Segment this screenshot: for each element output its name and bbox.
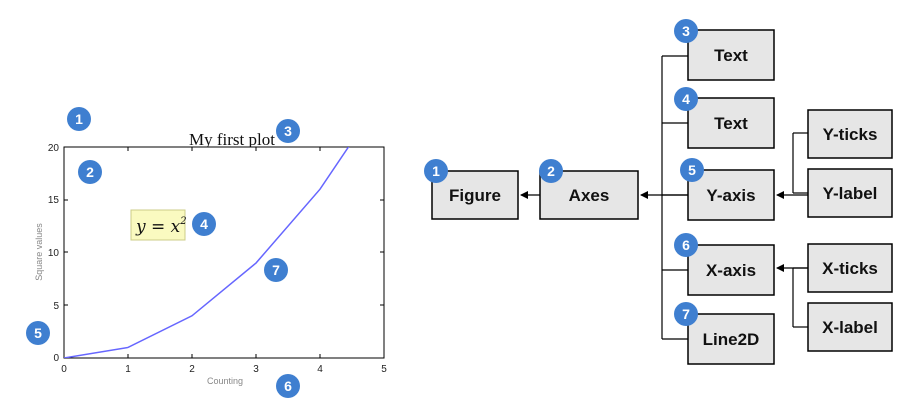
- y-tick-label: 5: [53, 301, 59, 312]
- series-line: [64, 147, 350, 358]
- x-tick-label: 5: [381, 364, 387, 375]
- annotation-box: [130, 209, 186, 241]
- node-text-1-label: Text: [714, 46, 748, 65]
- marker-4: 4: [192, 212, 216, 236]
- marker-7: 7: [264, 258, 288, 282]
- data-line-layer: [64, 147, 350, 358]
- node-x-label-label: X-label: [822, 318, 878, 337]
- svg-text:5: 5: [688, 162, 696, 178]
- svg-text:1: 1: [432, 163, 440, 179]
- node-x-ticks-label: X-ticks: [822, 259, 878, 278]
- node-text-1: Text: [687, 29, 775, 81]
- badge-text-2: 4: [674, 87, 698, 111]
- y-tick-labels: 0 5 10 15 20: [48, 143, 60, 364]
- svg-text:7: 7: [682, 306, 690, 322]
- node-x-axis-label: X-axis: [706, 261, 756, 280]
- badge-figure: 1: [424, 159, 448, 183]
- svg-text:6: 6: [284, 378, 292, 394]
- hierarchy-diagram: Figure Axes Text Text Y-axis X-axis Line…: [424, 19, 893, 365]
- example-plot: My first plot 0 5 10 15 20 0 1 2 3 4 5: [26, 107, 387, 398]
- y-tick-label: 15: [48, 195, 60, 206]
- badge-y-axis: 5: [680, 158, 704, 182]
- svg-text:2: 2: [86, 164, 94, 180]
- badge-axes: 2: [539, 159, 563, 183]
- svg-text:3: 3: [284, 123, 292, 139]
- node-y-label: Y-label: [807, 168, 893, 218]
- svg-text:1: 1: [75, 111, 83, 127]
- node-text-2: Text: [687, 97, 775, 149]
- formula-annotation: y = x2: [130, 209, 187, 241]
- svg-text:5: 5: [34, 325, 42, 341]
- y-tick-label: 0: [53, 353, 59, 364]
- y-tick-label: 20: [48, 143, 60, 154]
- x-tick-label: 0: [61, 364, 67, 375]
- node-y-ticks-label: Y-ticks: [823, 125, 878, 144]
- node-axes-label: Axes: [569, 186, 610, 205]
- badge-line2d: 7: [674, 302, 698, 326]
- svg-text:7: 7: [272, 262, 280, 278]
- node-x-ticks: X-ticks: [807, 243, 893, 293]
- connectors: [520, 55, 808, 340]
- x-tick-label: 1: [125, 364, 131, 375]
- x-tick-labels: 0 1 2 3 4 5: [61, 364, 387, 375]
- y-tick-marks: [64, 199, 384, 306]
- svg-text:4: 4: [682, 91, 690, 107]
- x-axis-label: Counting: [207, 376, 243, 386]
- x-tick-label: 2: [189, 364, 195, 375]
- node-y-axis-label: Y-axis: [706, 186, 755, 205]
- svg-text:4: 4: [200, 216, 208, 232]
- node-y-ticks: Y-ticks: [807, 109, 893, 159]
- y-tick-label: 10: [48, 248, 60, 259]
- marker-1: 1: [67, 107, 91, 131]
- plot-markers: 1 2 3 4 5 6 7: [26, 107, 300, 398]
- badge-x-axis: 6: [674, 233, 698, 257]
- marker-5: 5: [26, 321, 50, 345]
- x-tick-label: 3: [253, 364, 259, 375]
- node-line2d: Line2D: [687, 313, 775, 365]
- marker-6: 6: [276, 374, 300, 398]
- node-x-label: X-label: [807, 302, 893, 352]
- node-y-axis: Y-axis: [687, 169, 775, 221]
- badge-text-1: 3: [674, 19, 698, 43]
- node-line2d-label: Line2D: [703, 330, 760, 349]
- plot-title: My first plot: [189, 130, 275, 149]
- node-figure: Figure: [431, 170, 519, 220]
- marker-3: 3: [276, 119, 300, 143]
- svg-text:2: 2: [547, 163, 555, 179]
- x-tick-label: 4: [317, 364, 323, 375]
- node-x-axis: X-axis: [687, 244, 775, 296]
- marker-2: 2: [78, 160, 102, 184]
- node-y-label-label: Y-label: [823, 184, 878, 203]
- node-figure-label: Figure: [449, 186, 501, 205]
- svg-text:3: 3: [682, 23, 690, 39]
- x-tick-marks: [127, 147, 321, 358]
- diagram-badges: 1 2 3 4 5 6 7: [424, 19, 704, 326]
- y-axis-label: Square values: [34, 223, 44, 281]
- node-text-2-label: Text: [714, 114, 748, 133]
- annotation-text: y = x2: [135, 216, 187, 237]
- svg-text:6: 6: [682, 237, 690, 253]
- plot-frame: [63, 146, 385, 359]
